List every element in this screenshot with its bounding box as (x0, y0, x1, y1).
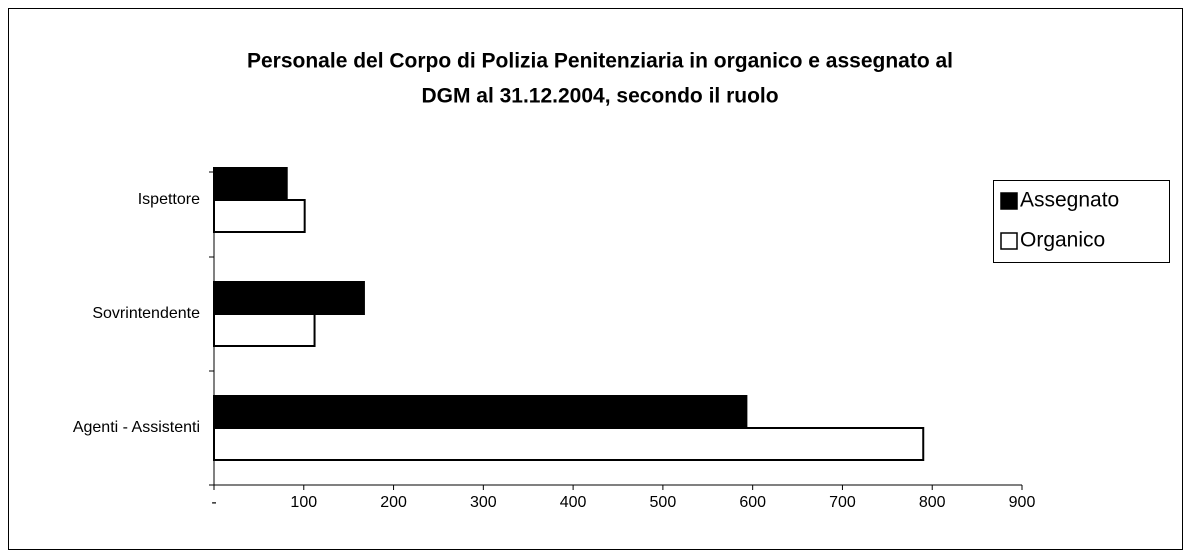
x-tick-label: 200 (380, 494, 407, 511)
legend-swatch (1000, 192, 1018, 210)
x-tick-label: 100 (290, 494, 317, 511)
bar (213, 395, 748, 429)
x-tick-label: 600 (739, 494, 766, 511)
legend-label: Assegnato (1020, 189, 1119, 212)
chart-title: DGM al 31.12.2004, secondo il ruolo (421, 85, 778, 108)
x-tick-label: - (211, 494, 216, 511)
legend-label: Organico (1020, 229, 1105, 252)
y-tick-label: Sovrintendente (92, 305, 200, 322)
x-tick-label: 900 (1009, 494, 1036, 511)
y-tick-label: Ispettore (138, 191, 200, 208)
x-tick-label: 800 (919, 494, 946, 511)
x-tick-label: 300 (470, 494, 497, 511)
legend-swatch (1000, 232, 1018, 250)
bar (213, 167, 288, 201)
x-tick-label: 500 (650, 494, 677, 511)
chart-title: Personale del Corpo di Polizia Penitenzi… (247, 50, 953, 73)
bar (213, 199, 306, 233)
bar (213, 313, 316, 347)
bar (213, 281, 365, 315)
bar (213, 427, 925, 461)
y-tick-label: Agenti - Assistenti (73, 419, 200, 436)
x-tick-label: 700 (829, 494, 856, 511)
legend-box (993, 180, 1170, 263)
x-tick-label: 400 (560, 494, 587, 511)
